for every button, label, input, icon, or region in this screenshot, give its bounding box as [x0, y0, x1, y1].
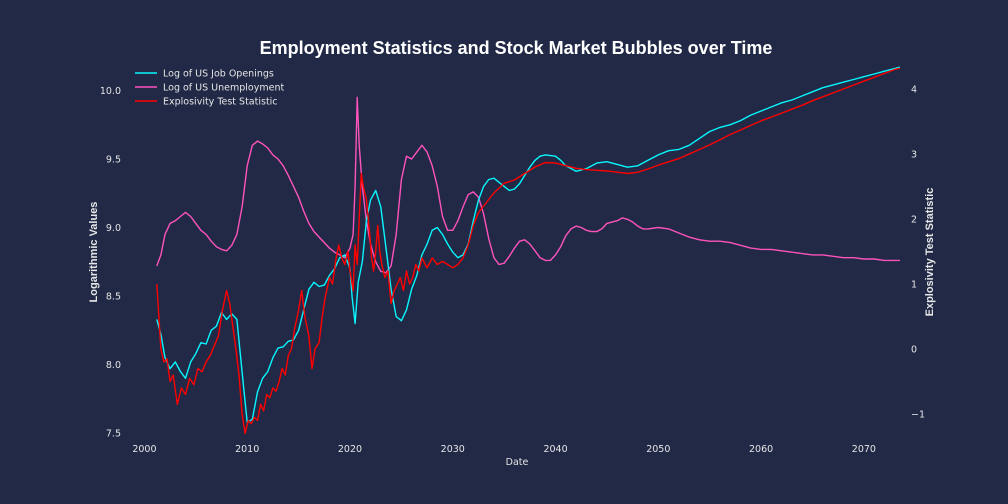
x-tick-label: 2000 — [132, 444, 156, 455]
x-axis-ticks: 2000 2010 2020 2030 2040 2050 2060 2070 — [132, 444, 876, 455]
y-right-tick-label: 2 — [911, 215, 917, 226]
x-tick-label: 2030 — [441, 444, 465, 455]
x-tick-label: 2020 — [338, 444, 362, 455]
y-left-tick-label: 9.0 — [106, 223, 121, 234]
y-right-tick-label: 0 — [911, 345, 917, 356]
series-line-explosivity-test-statistic — [156, 67, 901, 435]
x-tick-label: 2050 — [646, 444, 670, 455]
y-axis-right-label: Explosivity Test Statistic — [924, 188, 936, 317]
legend-entry-label: Explosivity Test Statistic — [163, 97, 278, 108]
y-left-tick-label: 7.5 — [106, 429, 121, 440]
y-right-tick-label: 4 — [911, 85, 917, 96]
y-left-tick-label: 9.5 — [106, 154, 121, 165]
series-line-log-of-us-unemployment — [156, 96, 900, 274]
legend-entry-label: Log of US Job Openings — [163, 69, 274, 80]
legend-entry-label: Log of US Unemployment — [163, 83, 284, 94]
x-tick-label: 2070 — [852, 444, 876, 455]
y-left-tick-label: 8.0 — [106, 360, 121, 371]
y-axis-right-ticks: −1 0 1 2 3 4 — [911, 85, 925, 421]
y-axis-left-label: Logarithmic Values — [88, 202, 100, 303]
y-left-tick-label: 8.5 — [106, 292, 121, 303]
x-tick-label: 2010 — [235, 444, 259, 455]
x-tick-label: 2060 — [749, 444, 773, 455]
series-layer — [156, 66, 901, 435]
y-axis-left-ticks: 7.5 8.0 8.5 9.0 9.5 10.0 — [100, 86, 121, 440]
legend: Log of US Job Openings Log of US Unemploy… — [135, 69, 284, 108]
series-line-log-of-us-job-openings — [156, 66, 901, 423]
chart-title: Employment Statistics and Stock Market B… — [260, 38, 773, 58]
y-right-tick-label: 3 — [911, 150, 917, 161]
y-left-tick-label: 10.0 — [100, 86, 121, 97]
x-tick-label: 2040 — [543, 444, 567, 455]
y-right-tick-label: 1 — [911, 280, 917, 291]
y-right-tick-label: −1 — [911, 410, 925, 421]
x-axis-label: Date — [506, 457, 529, 468]
